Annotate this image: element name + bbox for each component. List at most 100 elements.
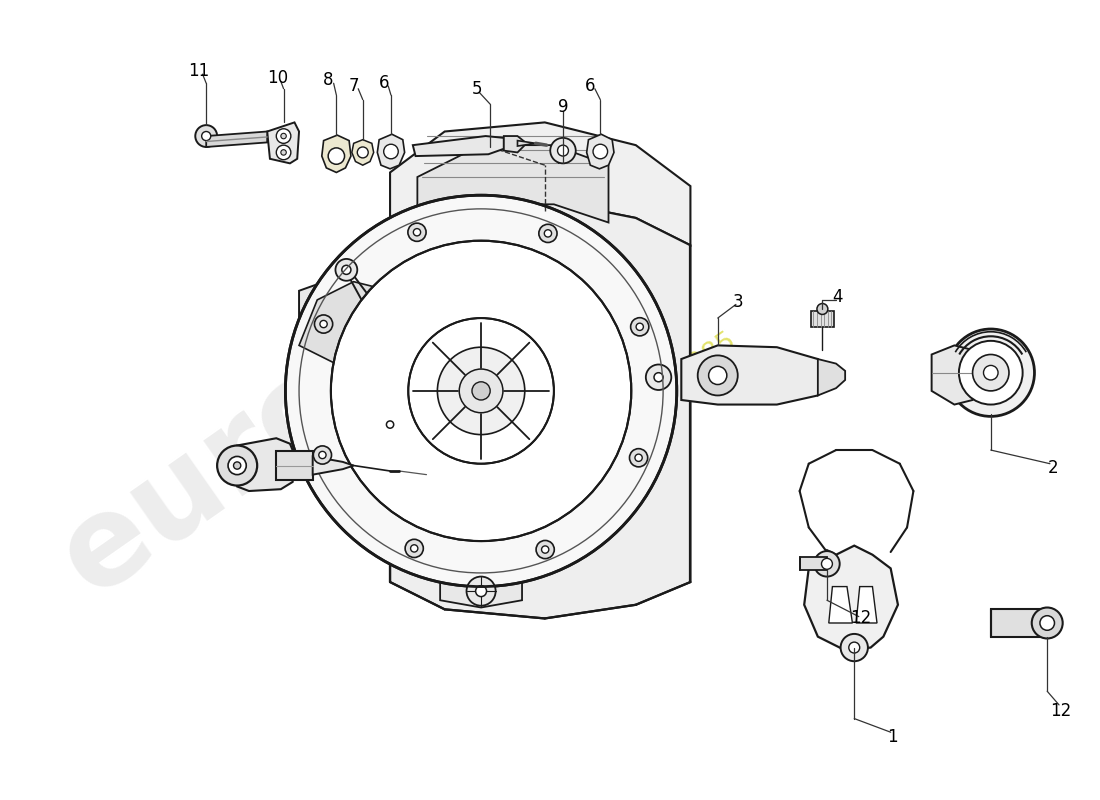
Text: 8: 8 (323, 70, 333, 89)
Polygon shape (299, 282, 408, 363)
Circle shape (315, 315, 332, 333)
Circle shape (414, 229, 420, 236)
Circle shape (328, 148, 344, 164)
Circle shape (285, 195, 676, 586)
Circle shape (201, 131, 211, 141)
Text: euroParts: euroParts (36, 126, 671, 620)
Circle shape (1040, 616, 1055, 630)
Circle shape (550, 138, 575, 163)
Circle shape (475, 586, 486, 597)
Text: passion for Parts since 1985: passion for Parts since 1985 (421, 328, 741, 563)
Circle shape (544, 230, 551, 237)
Polygon shape (412, 136, 504, 156)
Circle shape (405, 539, 424, 558)
Circle shape (280, 134, 286, 138)
Polygon shape (440, 564, 522, 607)
Polygon shape (586, 134, 614, 169)
Circle shape (630, 318, 649, 336)
Polygon shape (804, 546, 898, 650)
Text: 9: 9 (558, 98, 569, 116)
Polygon shape (267, 122, 299, 163)
Circle shape (646, 365, 671, 390)
Circle shape (814, 551, 839, 577)
Text: 4: 4 (833, 288, 843, 306)
Polygon shape (206, 131, 267, 147)
Circle shape (840, 634, 868, 662)
Circle shape (319, 451, 326, 458)
Circle shape (972, 354, 1009, 391)
Circle shape (276, 129, 290, 143)
Text: 3: 3 (733, 293, 744, 310)
Circle shape (379, 414, 400, 434)
Circle shape (342, 266, 351, 274)
Circle shape (959, 341, 1023, 405)
Text: 12: 12 (1050, 702, 1071, 720)
Polygon shape (932, 346, 972, 405)
Circle shape (1032, 607, 1063, 638)
Circle shape (228, 457, 246, 474)
Polygon shape (991, 610, 1045, 637)
Circle shape (408, 318, 554, 464)
Polygon shape (856, 586, 877, 623)
Polygon shape (681, 346, 827, 405)
Circle shape (280, 150, 286, 155)
Text: 10: 10 (266, 69, 288, 86)
Circle shape (817, 303, 828, 314)
Circle shape (558, 145, 569, 156)
Polygon shape (390, 200, 691, 618)
Circle shape (459, 369, 503, 413)
Circle shape (635, 454, 642, 462)
Polygon shape (417, 145, 608, 236)
Circle shape (336, 259, 358, 281)
Circle shape (358, 147, 368, 158)
Circle shape (849, 642, 860, 653)
Polygon shape (377, 134, 405, 169)
Circle shape (708, 366, 727, 385)
Circle shape (947, 329, 1034, 416)
Text: 7: 7 (349, 77, 359, 95)
Text: 11: 11 (188, 62, 209, 79)
Circle shape (629, 449, 648, 467)
Polygon shape (312, 457, 354, 474)
Polygon shape (504, 136, 527, 153)
Circle shape (466, 577, 496, 606)
Polygon shape (276, 451, 312, 480)
Circle shape (384, 144, 398, 159)
Circle shape (233, 462, 241, 469)
Polygon shape (828, 586, 852, 623)
Circle shape (314, 446, 331, 464)
Circle shape (654, 373, 663, 382)
Polygon shape (299, 268, 427, 368)
Polygon shape (322, 135, 351, 173)
Circle shape (331, 241, 631, 541)
Circle shape (408, 223, 426, 242)
Text: 2: 2 (1047, 459, 1058, 478)
Circle shape (438, 347, 525, 434)
Polygon shape (811, 311, 834, 327)
Circle shape (320, 320, 327, 328)
Circle shape (983, 366, 998, 380)
Circle shape (593, 144, 607, 159)
Circle shape (386, 421, 394, 428)
Circle shape (196, 125, 217, 147)
Circle shape (536, 541, 554, 558)
Text: 1: 1 (888, 728, 898, 746)
Circle shape (541, 546, 549, 553)
Polygon shape (817, 359, 845, 395)
Circle shape (539, 224, 557, 242)
Circle shape (822, 558, 833, 570)
Circle shape (217, 446, 257, 486)
Polygon shape (390, 122, 691, 246)
Circle shape (276, 145, 290, 160)
Text: 6: 6 (378, 74, 389, 92)
Circle shape (472, 382, 491, 400)
Polygon shape (238, 438, 295, 491)
Circle shape (697, 355, 738, 395)
Polygon shape (352, 140, 374, 165)
Circle shape (410, 545, 418, 552)
Polygon shape (800, 557, 827, 570)
Polygon shape (517, 141, 536, 146)
Text: 6: 6 (585, 77, 595, 95)
Text: 5: 5 (471, 80, 482, 98)
Text: 12: 12 (850, 610, 871, 627)
